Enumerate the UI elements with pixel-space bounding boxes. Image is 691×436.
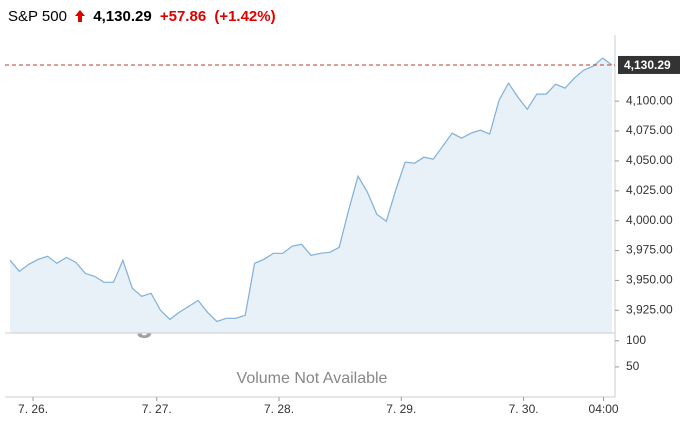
price: 4,130.29 <box>93 8 152 25</box>
change-pct: (+1.42%) <box>214 8 276 25</box>
current-price-box <box>618 55 680 74</box>
x-tick-label: 7. 29. <box>386 402 416 416</box>
current-price-label: 4,130.29 <box>624 58 671 72</box>
price-line <box>9 57 613 323</box>
up-arrow <box>75 10 86 22</box>
x-tick-label: 7. 28. <box>264 402 294 416</box>
y-tick-label: 4,100.00 <box>626 93 673 107</box>
y-tick-label: 4,025.00 <box>626 183 673 197</box>
area <box>10 58 612 333</box>
watermark: Investing <box>22 306 154 339</box>
x-tick-label: 7. 26. <box>18 402 48 416</box>
y-tick-label: 4,050.00 <box>626 153 673 167</box>
volume-tick-label: 100 <box>626 333 646 347</box>
y-tick-label: 3,950.00 <box>626 273 673 287</box>
volume-tick-label: 50 <box>626 359 640 373</box>
x-tick-label: 7. 27. <box>142 402 172 416</box>
index-name: S&P 500 <box>8 8 67 25</box>
y-tick-label: 4,000.00 <box>626 213 673 227</box>
volume-note: Volume Not Available <box>237 370 388 387</box>
y-tick-label: 3,975.00 <box>626 243 673 257</box>
y-tick-label: 3,925.00 <box>626 302 673 316</box>
change: +57.86 <box>159 8 207 25</box>
watermark-suffix: .com <box>152 312 200 337</box>
x-tick-label: 7. 30. <box>509 402 539 416</box>
y-tick-label: 4,075.00 <box>626 123 673 137</box>
header: S&P 500 4,130.29 +57.86 (+1.42%) <box>8 8 280 25</box>
x-tick-label: 04:00 <box>589 402 619 416</box>
